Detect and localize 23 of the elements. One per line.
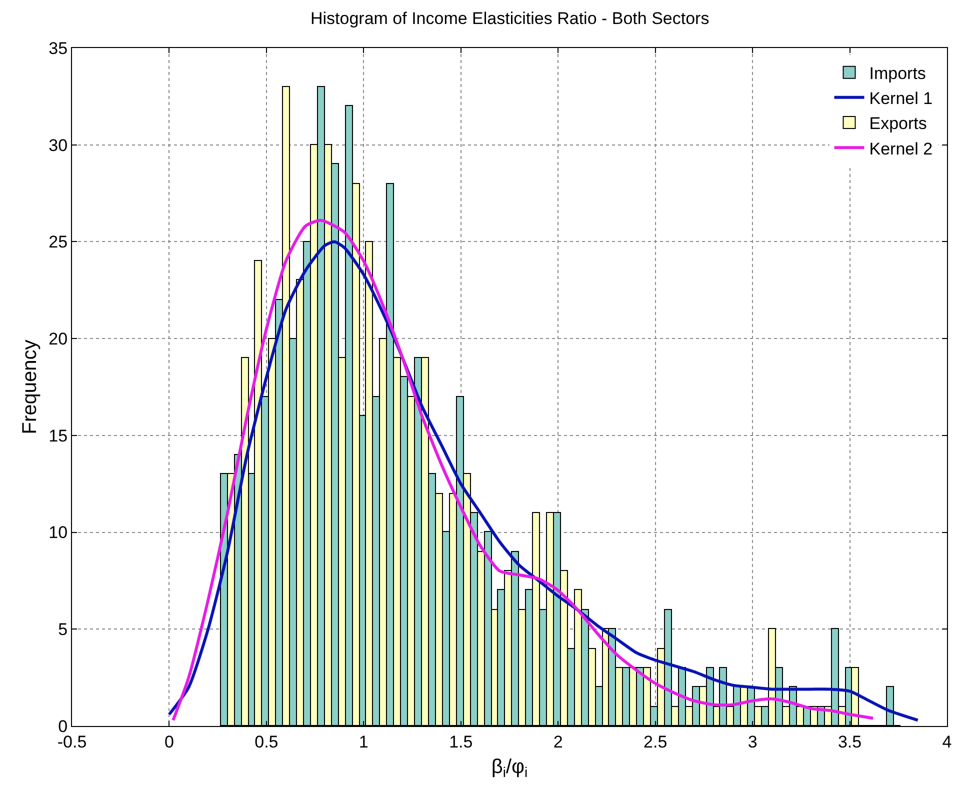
y-tick-label: 5	[58, 620, 68, 640]
y-tick-label: 25	[48, 232, 68, 252]
chart-title: Histogram of Income Elasticities Ratio - Both Sectors	[310, 8, 710, 28]
legend-label: Kernel 2	[869, 139, 933, 158]
legend-label: Kernel 1	[869, 89, 933, 108]
y-tick-label: 15	[48, 426, 68, 446]
y-tick-label: 10	[48, 523, 68, 542]
x-tick-label: 1.5	[449, 732, 473, 752]
x-tick-label: 4	[942, 732, 952, 752]
legend-label: Exports	[869, 114, 927, 134]
x-tick-label: 0.5	[254, 732, 278, 752]
x-tick-label: 1	[358, 732, 368, 752]
x-tick-label: 3	[748, 732, 758, 752]
x-tick-label: 3.5	[838, 732, 862, 752]
legend-label: Imports	[869, 64, 926, 83]
x-tick-label: 2.5	[644, 732, 668, 752]
x-axis-title: β$_{i}$/φ$_{i}$	[491, 756, 528, 780]
y-tick-label: 20	[48, 330, 68, 349]
y-tick-label: 35	[48, 38, 68, 58]
x-tick-label: 2	[553, 732, 563, 752]
x-tick-label: 0	[164, 732, 174, 752]
y-tick-label: 30	[48, 136, 68, 155]
y-axis-title: Frequency	[19, 340, 42, 434]
